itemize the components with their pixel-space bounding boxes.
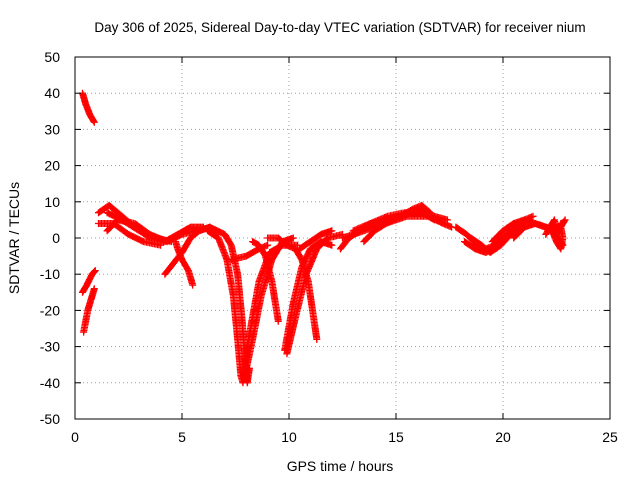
arc-markers xyxy=(381,201,434,227)
data-arc-arc-2 xyxy=(79,267,99,296)
x-axis-label: GPS time / hours xyxy=(287,458,394,474)
data-arc-arc-31 xyxy=(542,216,567,249)
y-tick-label: 50 xyxy=(44,49,60,65)
y-tick-label: -40 xyxy=(40,375,60,391)
data-arc-arc-13 xyxy=(238,241,302,380)
arc-markers xyxy=(103,209,175,246)
arc-markers xyxy=(238,241,302,380)
y-tick-label: -10 xyxy=(40,266,60,282)
data-arc-arc-3 xyxy=(80,285,98,336)
data-arc-arc-24 xyxy=(381,201,434,227)
arc-markers xyxy=(204,227,247,387)
x-tick-label: 0 xyxy=(71,429,79,445)
data-arc-arc-18 xyxy=(264,234,321,343)
y-tick-label: -30 xyxy=(40,339,60,355)
y-axis-label: SDTVAR / TECUs xyxy=(6,182,22,294)
arc-markers xyxy=(281,238,336,354)
y-tick-label: -20 xyxy=(40,302,60,318)
arc-markers xyxy=(227,241,272,264)
y-tick-label: 10 xyxy=(44,194,60,210)
data-arc-arc-19 xyxy=(296,227,336,253)
x-tick-label: 20 xyxy=(495,429,511,445)
arc-markers xyxy=(79,267,99,296)
data-arc-arc-15 xyxy=(227,241,272,264)
arc-markers xyxy=(80,285,98,336)
data-arc-arc-9 xyxy=(172,238,197,289)
data-arc-arc-11 xyxy=(204,227,247,387)
y-tick-label: 20 xyxy=(44,158,60,174)
x-axis-ticks: 0 5 10 15 20 25 xyxy=(71,57,618,445)
arc-markers xyxy=(79,89,98,126)
y-tick-label: 40 xyxy=(44,85,60,101)
chart-title: Day 306 of 2025, Sidereal Day-to-day VTE… xyxy=(94,20,585,35)
data-arc-arc-7 xyxy=(103,209,175,246)
y-tick-label: 30 xyxy=(44,121,60,137)
data-arc-arc-1 xyxy=(79,89,98,126)
x-tick-label: 10 xyxy=(281,429,297,445)
arc-markers xyxy=(264,234,321,343)
y-tick-label: 0 xyxy=(52,230,60,246)
x-tick-label: 5 xyxy=(178,429,186,445)
x-tick-label: 15 xyxy=(388,429,404,445)
arc-markers xyxy=(172,238,197,289)
data-arc-arc-16 xyxy=(281,238,336,354)
x-tick-label: 25 xyxy=(602,429,618,445)
arc-markers xyxy=(542,216,567,249)
y-axis-ticks: -50 -40 -30 -20 -10 0 10 20 30 40 50 xyxy=(40,49,610,427)
y-tick-label: -50 xyxy=(40,411,60,427)
data-arcs xyxy=(79,89,569,387)
arc-markers xyxy=(296,227,336,253)
